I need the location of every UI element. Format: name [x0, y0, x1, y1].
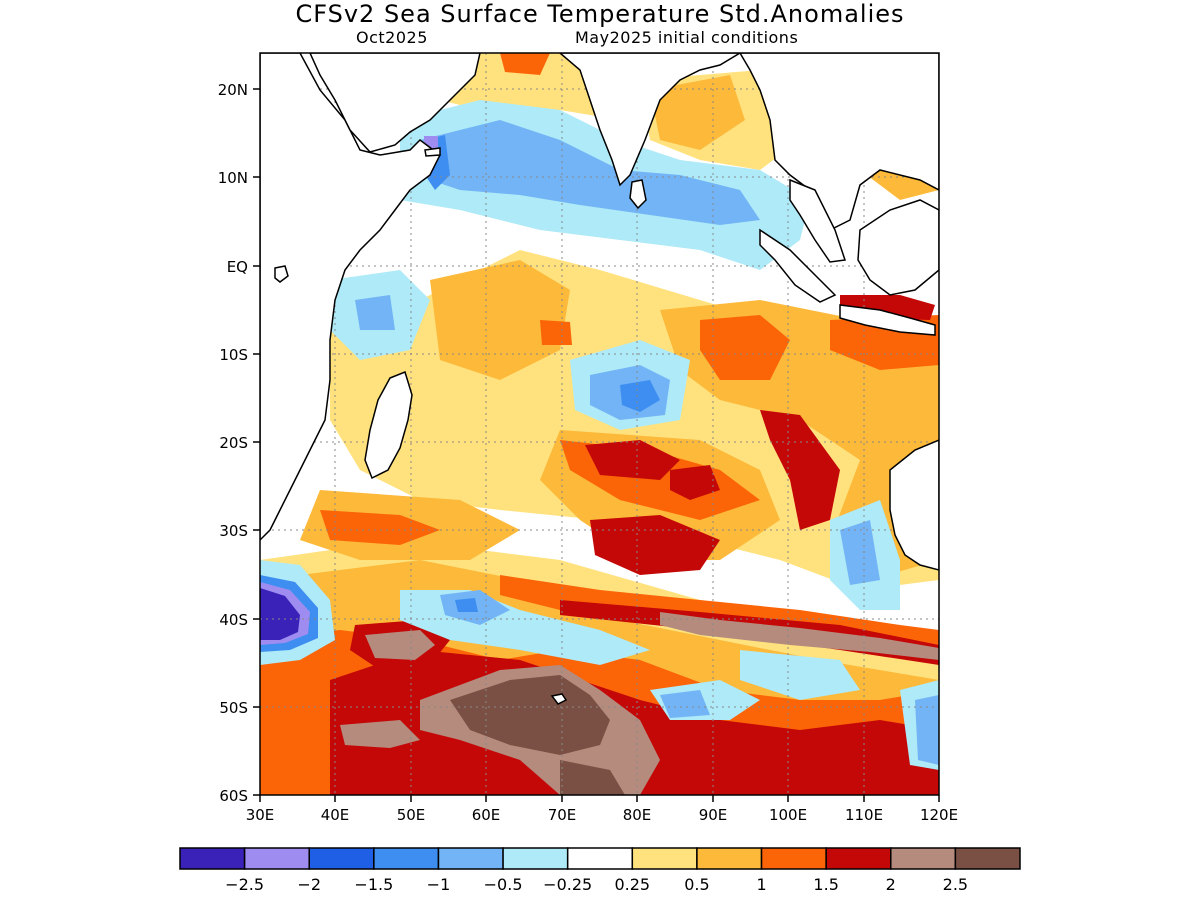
anomaly-region	[700, 315, 790, 380]
colorbar: −2.5 −2 −1.5 −1 −0.5 −0.25 0.25 0.5 1 1.5 2 2.5	[179, 847, 1021, 894]
anomaly-region	[540, 320, 572, 345]
africa-landmass	[260, 53, 441, 542]
colorbar-swatch	[890, 847, 957, 870]
anomaly-region	[620, 380, 660, 412]
anomaly-region	[915, 695, 939, 765]
anomaly-region	[365, 630, 435, 660]
colorbar-swatch	[954, 847, 1021, 870]
colorbar-swatch	[243, 847, 310, 870]
lon-label: 100E	[769, 806, 807, 824]
borneo	[857, 199, 939, 296]
colorbar-swatch	[179, 847, 246, 870]
colorbar-swatch	[760, 847, 827, 870]
colorbar-label: 1	[756, 875, 766, 894]
socotra-island	[424, 147, 441, 157]
colorbar-label: −2.5	[225, 875, 264, 894]
anomaly-region	[455, 598, 478, 612]
colorbar-label: −1.5	[354, 875, 393, 894]
seychelles-island	[274, 265, 289, 283]
sumatra	[759, 228, 837, 303]
colorbar-swatch	[437, 847, 504, 870]
australia-landmass	[889, 439, 939, 571]
colorbar-swatch	[566, 847, 634, 870]
colorbar-swatch	[825, 847, 892, 870]
axis-ticks	[253, 88, 940, 802]
lon-label: 60E	[472, 806, 501, 824]
map-frame	[259, 52, 940, 796]
longitude-labels: 30E 40E 50E 60E 70E 80E 90E 100E 110E 12…	[246, 806, 958, 824]
arabia-landmass	[309, 53, 481, 153]
colorbar-swatch	[373, 847, 440, 870]
map-title: CFSv2 Sea Surface Temperature Std.Anomal…	[295, 0, 905, 28]
india-landmass	[558, 53, 742, 187]
lat-label: 10N	[218, 169, 248, 187]
lat-label: 30S	[219, 522, 248, 540]
colorbar-label: 2.5	[943, 875, 968, 894]
anomaly-region	[355, 295, 395, 330]
colorbar-label: −0.5	[484, 875, 523, 894]
anomaly-region	[740, 650, 860, 700]
anomaly-region	[340, 720, 420, 748]
kerguelen-island	[550, 693, 568, 705]
colorbar-label: −2	[297, 875, 321, 894]
lat-label: 40S	[219, 611, 248, 629]
colorbar-swatch	[631, 847, 698, 870]
lat-label: 20N	[218, 81, 248, 99]
java	[839, 304, 936, 336]
coastlines	[260, 53, 939, 705]
latitude-labels: 20N 10N EQ 10S 20S 30S 40S 50S 60S	[218, 81, 248, 805]
lon-label: 90E	[699, 806, 728, 824]
anomaly-region	[260, 588, 300, 640]
anomaly-region	[760, 410, 840, 530]
anomaly-region	[660, 690, 710, 718]
anomaly-region	[420, 120, 760, 225]
lon-label: 70E	[548, 806, 577, 824]
anomaly-region	[560, 760, 625, 795]
madagascar	[364, 371, 413, 480]
colorbar-swatch	[502, 847, 569, 870]
lon-label: 80E	[623, 806, 652, 824]
lat-label: 20S	[219, 434, 248, 452]
lon-label: 40E	[321, 806, 350, 824]
colorbar-label: 1.5	[813, 875, 838, 894]
colorbar-label: −0.25	[543, 875, 592, 894]
lat-label: EQ	[227, 258, 248, 276]
lat-label: 60S	[219, 787, 248, 805]
colorbar-swatch	[308, 847, 375, 870]
lon-label: 110E	[845, 806, 883, 824]
sri-lanka	[629, 179, 647, 210]
lon-label: 30E	[246, 806, 275, 824]
colorbar-swatch	[696, 847, 763, 870]
lat-label: 50S	[219, 699, 248, 717]
colorbar-label: −1	[427, 875, 451, 894]
anomaly-region	[650, 75, 745, 150]
forecast-month: Oct2025	[356, 28, 428, 47]
anomaly-region	[840, 520, 880, 585]
anomaly-region	[585, 440, 680, 480]
lon-label: 50E	[397, 806, 426, 824]
colorbar-label: 0.5	[684, 875, 709, 894]
initial-conditions: May2025 initial conditions	[575, 28, 799, 47]
malay-peninsula	[789, 178, 846, 263]
anomaly-region	[320, 510, 440, 545]
colorbar-label: 0.25	[614, 875, 650, 894]
anomaly-region	[430, 260, 570, 380]
anomaly-region	[670, 465, 720, 500]
anomaly-region	[660, 612, 939, 660]
colorbar-label: 2	[886, 875, 896, 894]
lon-label: 120E	[920, 806, 958, 824]
anomaly-region	[450, 675, 610, 755]
lat-label: 10S	[219, 346, 248, 364]
anomaly-region	[500, 53, 550, 75]
